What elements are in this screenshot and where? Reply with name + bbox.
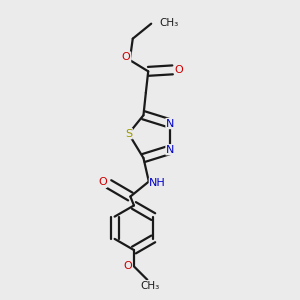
Text: N: N bbox=[166, 145, 174, 155]
Text: CH₃: CH₃ bbox=[160, 18, 179, 28]
Text: N: N bbox=[166, 118, 174, 128]
Text: O: O bbox=[98, 177, 107, 187]
Text: S: S bbox=[125, 129, 132, 139]
Text: O: O bbox=[175, 65, 184, 75]
Text: NH: NH bbox=[149, 178, 166, 188]
Text: O: O bbox=[123, 261, 132, 272]
Text: O: O bbox=[122, 52, 130, 62]
Text: CH₃: CH₃ bbox=[141, 281, 160, 291]
